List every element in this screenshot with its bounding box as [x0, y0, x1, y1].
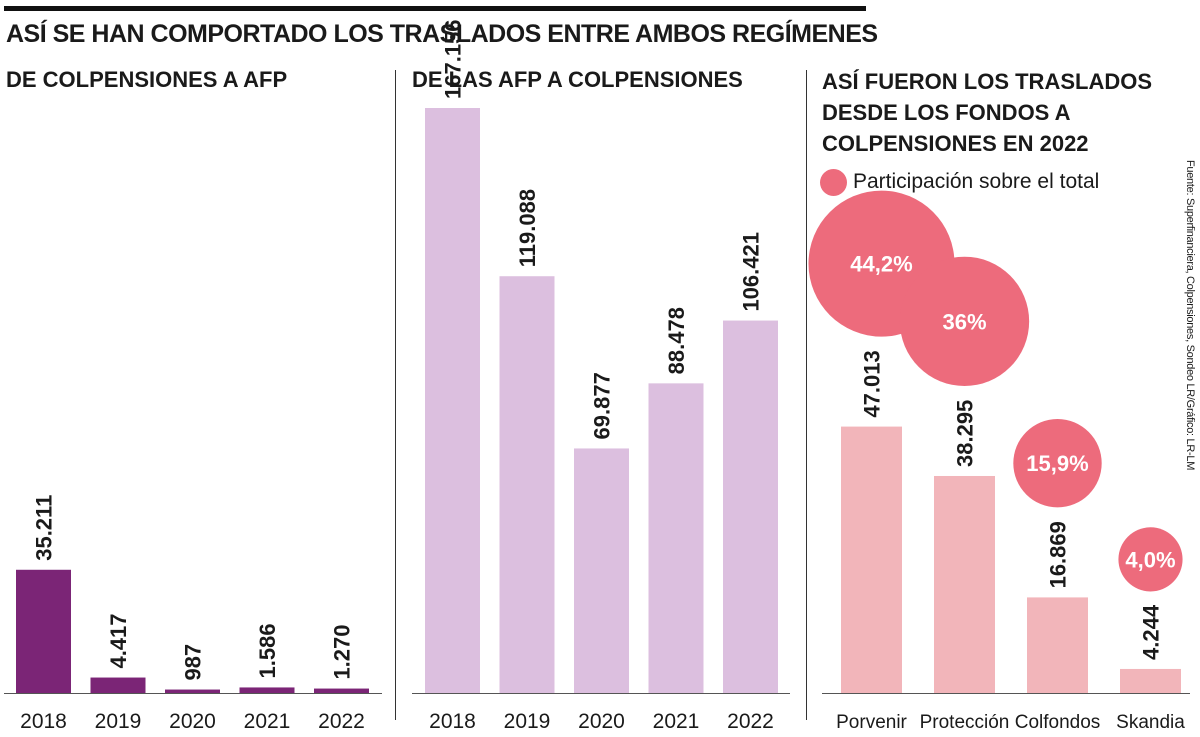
category-label-fondos-protección: Protección: [920, 712, 1010, 733]
category-label-afp-colpensiones-2020: 2020: [578, 710, 625, 733]
value-label-colpensiones-afp-2022: 1.270: [330, 624, 355, 679]
category-label-colpensiones-afp-2021: 2021: [244, 710, 291, 733]
value-label-fondos-protección: 38.295: [953, 400, 978, 467]
share-label-skandia: 4,0%: [1125, 547, 1175, 572]
panel-title-fondos-line-1: ASÍ FUERON LOS TRASLADOS: [822, 69, 1153, 94]
share-bubble-protección: [899, 256, 1030, 386]
value-label-colpensiones-afp-2020: 987: [181, 644, 206, 681]
category-label-colpensiones-afp-2022: 2022: [318, 710, 365, 733]
bar-afp-colpensiones-2022: [723, 320, 778, 693]
category-label-colpensiones-afp-2019: 2019: [95, 710, 142, 733]
share-bubble-colfondos: [1013, 419, 1102, 508]
bar-fondos-protección: [934, 475, 995, 693]
bar-fondos-skandia: [1120, 668, 1181, 693]
share-label-colfondos: 15,9%: [1026, 451, 1088, 476]
legend-label: Participación sobre el total: [853, 170, 1100, 193]
value-label-afp-colpensiones-2020: 69.877: [590, 372, 615, 439]
panel-title-fondos-line-2: DESDE LOS FONDOS A: [822, 100, 1071, 125]
legend-bubble-icon: [820, 168, 847, 196]
category-label-fondos-skandia: Skandia: [1116, 712, 1185, 733]
bar-fondos-porvenir: [841, 426, 902, 693]
panel-title-afp-a-colpensiones: DE LAS AFP A COLPENSIONES: [412, 67, 743, 92]
panel-title-fondos-line-3: COLPENSIONES EN 2022: [822, 131, 1089, 156]
share-bubble-skandia: [1118, 527, 1183, 592]
value-label-afp-colpensiones-2018: 167.156: [441, 19, 466, 99]
value-label-fondos-porvenir: 47.013: [860, 350, 885, 417]
category-label-colpensiones-afp-2020: 2020: [169, 710, 216, 733]
main-title: ASÍ SE HAN COMPORTADO LOS TRASLADOS ENTR…: [6, 20, 878, 48]
bar-afp-colpensiones-2020: [574, 448, 629, 693]
top-rule: [4, 6, 866, 11]
share-label-porvenir: 44,2%: [850, 252, 912, 277]
divider-right: [806, 70, 807, 720]
value-label-afp-colpensiones-2022: 106.421: [739, 232, 764, 312]
category-label-colpensiones-afp-2018: 2018: [20, 710, 67, 733]
panel-title-colpensiones-a-afp: DE COLPENSIONES A AFP: [6, 67, 288, 92]
bar-colpensiones-afp-2018: [16, 569, 71, 693]
value-label-colpensiones-afp-2021: 1.586: [255, 623, 280, 678]
legend: Participación sobre el total: [820, 168, 1099, 196]
bar-colpensiones-afp-2021: [239, 687, 295, 693]
bar-colpensiones-afp-2022: [314, 688, 369, 693]
value-label-afp-colpensiones-2019: 119.088: [515, 189, 540, 267]
bar-afp-colpensiones-2019: [499, 276, 555, 693]
category-label-afp-colpensiones-2022: 2022: [727, 710, 774, 733]
bar-afp-colpensiones-2018: [425, 108, 480, 693]
value-label-colpensiones-afp-2019: 4.417: [106, 613, 131, 668]
value-label-afp-colpensiones-2021: 88.478: [664, 307, 689, 374]
bar-afp-colpensiones-2021: [648, 383, 704, 693]
value-label-fondos-colfondos: 16.869: [1046, 521, 1071, 588]
category-label-afp-colpensiones-2018: 2018: [429, 710, 476, 733]
divider-left: [395, 70, 396, 720]
category-label-fondos-colfondos: Colfondos: [1015, 712, 1101, 733]
bar-colpensiones-afp-2020: [165, 689, 220, 693]
bar-fondos-colfondos: [1027, 597, 1088, 693]
share-label-protección: 36%: [942, 309, 986, 334]
bar-colpensiones-afp-2019: [90, 677, 146, 693]
category-label-afp-colpensiones-2019: 2019: [504, 710, 551, 733]
category-label-afp-colpensiones-2021: 2021: [653, 710, 700, 733]
category-label-fondos-porvenir: Porvenir: [836, 712, 907, 733]
value-label-fondos-skandia: 4.244: [1139, 604, 1164, 660]
value-label-colpensiones-afp-2018: 35.211: [32, 495, 57, 561]
